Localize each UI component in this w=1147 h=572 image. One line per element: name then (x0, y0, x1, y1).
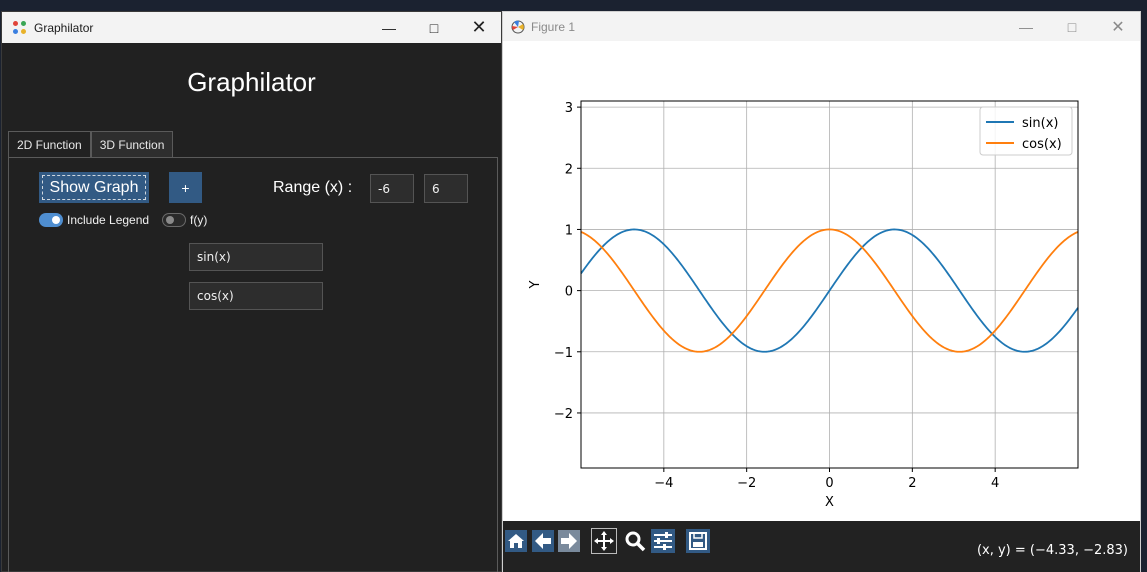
x-tick-label: 4 (991, 476, 999, 491)
back-arrow-icon[interactable] (530, 528, 556, 554)
series-line-cos (580, 228, 1079, 353)
figure-window-title: Figure 1 (531, 19, 576, 34)
include-legend-label: Include Legend (67, 213, 150, 227)
y-axis-label: Y (528, 280, 543, 289)
tab-panel-2d (8, 157, 498, 572)
close-icon[interactable]: ✕ (1111, 18, 1125, 36)
app-title-bar[interactable]: Graphilator — □ ✕ (2, 12, 501, 43)
app-window-title: Graphilator (34, 20, 94, 35)
tab-3d-function[interactable]: 3D Function (90, 131, 174, 158)
range-max-input[interactable]: 6 (424, 174, 468, 203)
range-label: Range (x) : (273, 179, 353, 196)
save-icon[interactable] (685, 528, 711, 554)
function-tabs: 2D Function 3D Function (8, 131, 174, 158)
fy-toggle-label: f(y) (190, 213, 208, 227)
y-tick-label: −2 (554, 407, 573, 422)
figure-title-bar[interactable]: Figure 1 — □ ✕ (503, 12, 1140, 41)
fy-toggle[interactable] (162, 213, 186, 227)
zoom-icon[interactable] (622, 528, 648, 554)
function-input-1[interactable]: sin(x) (189, 243, 323, 271)
show-graph-button[interactable]: Show Graph (39, 172, 149, 203)
chart-legend: sin(x) cos(x) (979, 106, 1073, 156)
y-tick-label: −1 (554, 346, 573, 361)
coordinate-readout: (x, y) = (−4.33, −2.83) (976, 543, 1128, 558)
range-min-input[interactable]: -6 (370, 174, 414, 203)
x-tick-label: 0 (825, 476, 833, 491)
app-logo-icon (12, 20, 28, 36)
x-tick-label: −2 (737, 476, 756, 491)
maximize-icon[interactable]: □ (1067, 18, 1077, 35)
toggle-knob (52, 216, 60, 224)
home-icon[interactable] (503, 528, 529, 554)
x-tick-label: 2 (908, 476, 916, 491)
maximize-icon[interactable]: □ (429, 19, 439, 36)
minimize-icon[interactable]: — (382, 19, 396, 36)
tab-2d-function[interactable]: 2D Function (8, 131, 91, 158)
graphilator-window: Graphilator — □ ✕ Graphilator 2D Functio… (1, 11, 502, 572)
y-tick-label: 2 (565, 162, 573, 177)
series-line-sin (580, 228, 1079, 353)
y-tick-label: 3 (565, 101, 573, 116)
configure-subplots-icon[interactable] (650, 528, 676, 554)
toggle-knob (166, 216, 174, 224)
include-legend-toggle[interactable] (39, 213, 63, 227)
legend-entry: sin(x) (1022, 116, 1058, 131)
figure-toolbar: (x, y) = (−4.33, −2.83) (503, 521, 1140, 572)
x-axis-label: X (825, 495, 834, 510)
close-icon[interactable]: ✕ (471, 17, 487, 37)
add-function-button[interactable]: + (169, 172, 202, 203)
minimize-icon[interactable]: — (1019, 18, 1033, 35)
pan-icon[interactable] (591, 528, 617, 554)
forward-arrow-icon[interactable] (556, 528, 582, 554)
y-tick-label: 1 (565, 223, 573, 238)
page-title: Graphilator (187, 67, 316, 97)
function-input-2[interactable]: cos(x) (189, 282, 323, 310)
matplotlib-logo-icon (511, 20, 525, 34)
y-tick-label: 0 (565, 285, 573, 300)
x-tick-label: −4 (654, 476, 673, 491)
legend-entry: cos(x) (1022, 137, 1062, 152)
